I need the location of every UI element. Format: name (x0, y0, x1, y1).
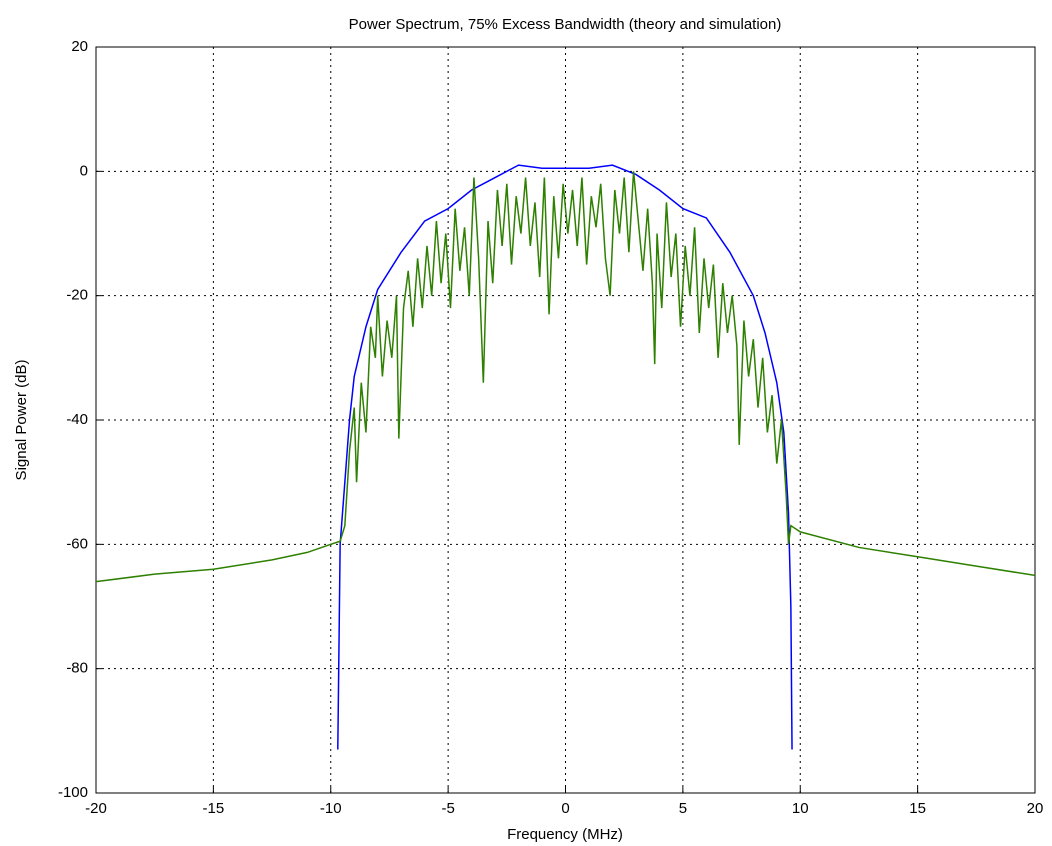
y-tick-label: 0 (80, 162, 88, 179)
y-tick-label: -40 (66, 411, 88, 428)
x-axis-label: Frequency (MHz) (507, 826, 623, 843)
x-tick-label: -15 (203, 800, 225, 817)
chart-title: Power Spectrum, 75% Excess Bandwidth (th… (349, 16, 782, 33)
y-tick-label: -20 (66, 287, 88, 304)
x-tick-label: -5 (441, 800, 454, 817)
y-tick-label: -100 (58, 784, 88, 801)
x-tick-label: 10 (792, 800, 809, 817)
plot-frame (95, 46, 1036, 794)
y-tick-label: -60 (66, 535, 88, 552)
x-tick-label: 15 (909, 800, 926, 817)
series-line (95, 171, 1036, 583)
x-tick-label: -10 (320, 800, 342, 817)
x-tick-label: 5 (679, 800, 687, 817)
series-line (337, 164, 793, 750)
y-axis-label: Signal Power (dB) (13, 360, 30, 481)
y-tick-label: 20 (71, 38, 88, 55)
x-tick-label: 0 (561, 800, 569, 817)
x-tick-label: 20 (1027, 800, 1044, 817)
y-tick-label: -80 (66, 660, 88, 677)
x-tick-label: -20 (85, 800, 107, 817)
